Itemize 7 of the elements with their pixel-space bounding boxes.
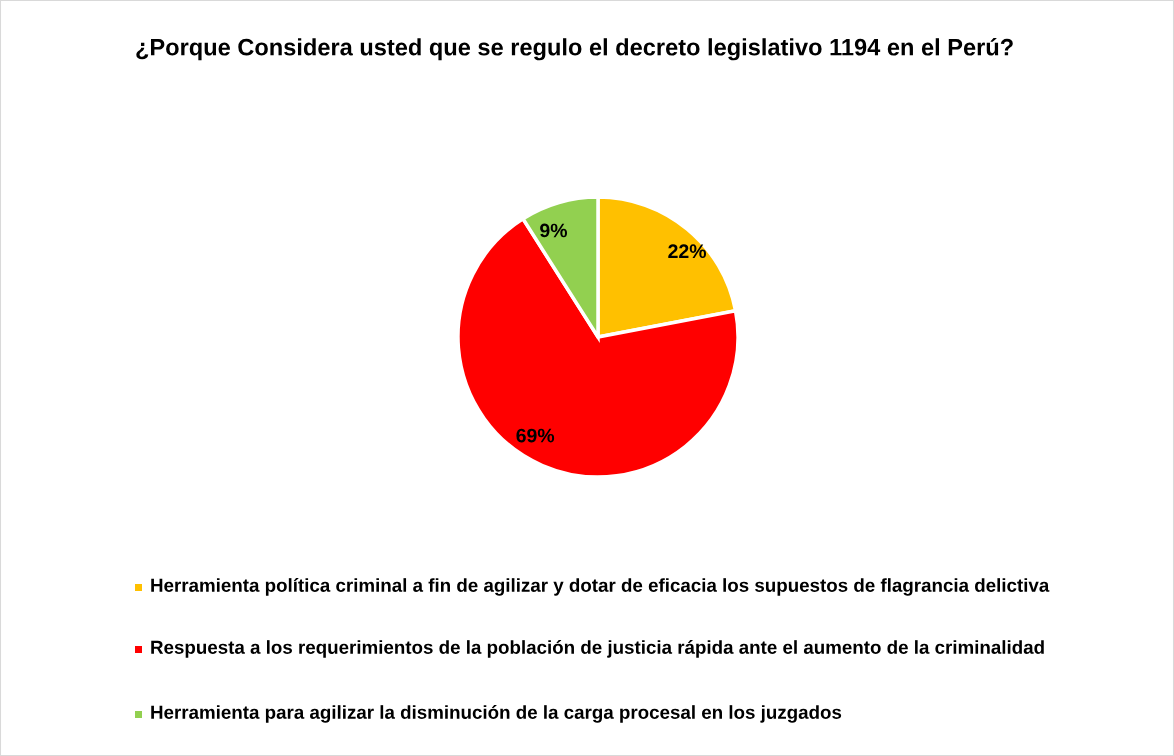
data-label: 69% — [516, 428, 555, 443]
legend-label: Respuesta a los requerimientos de la población de justicia rápida ante el aumento de la criminalidad — [151, 640, 1044, 658]
data-label: 9% — [540, 223, 568, 238]
legend-label: Herramienta para agilizar la disminución de la carga procesal en los juzgados — [151, 705, 842, 723]
legend-label: Herramienta política criminal a fin de agilizar y dotar de eficacia los supuestos de flagrancia delictiva — [151, 578, 1050, 596]
chart-title: ¿Porque Considera usted que se regulo el decreto legislativo 1194 en el Perú? — [136, 38, 1013, 61]
data-label: 22% — [668, 244, 707, 259]
